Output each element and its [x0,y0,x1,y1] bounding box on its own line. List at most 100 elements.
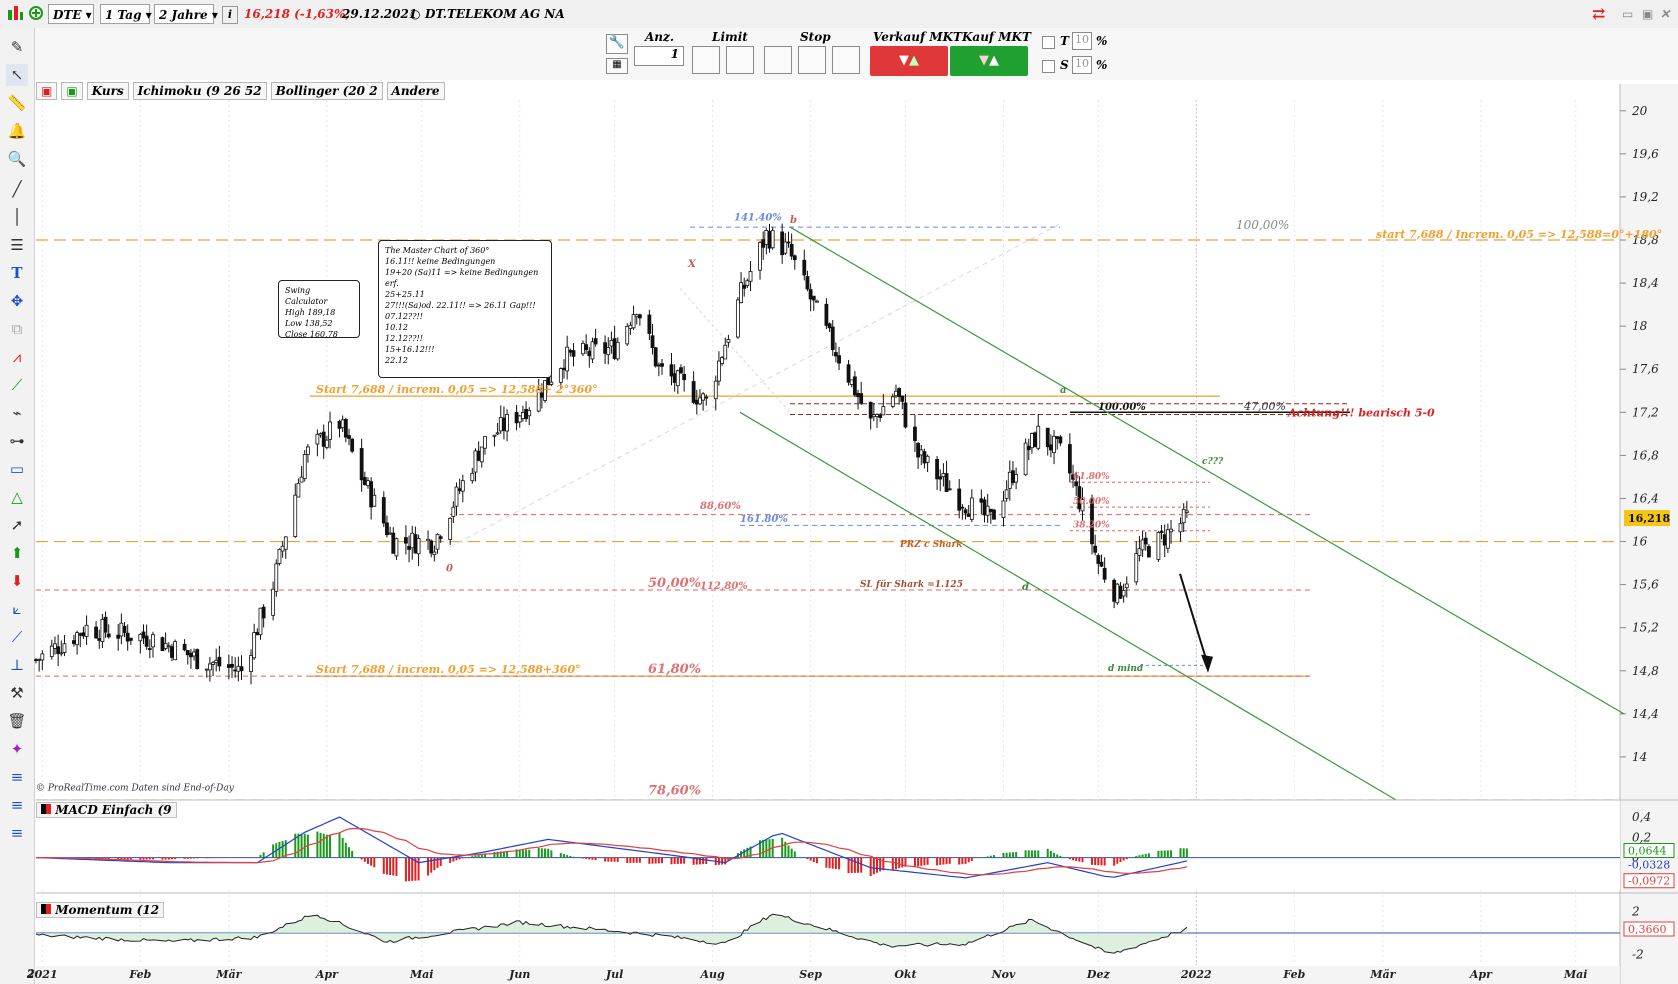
candle-body [315,434,320,445]
chart-annotation: 100.00% [1098,402,1146,413]
fibonacci-icon[interactable]: ⩘ [12,348,22,366]
s-checkbox[interactable] [1042,60,1055,73]
t-checkbox[interactable] [1042,36,1055,49]
indicator-2-icon[interactable]: ≡ [10,796,24,814]
candle-body [1140,539,1145,551]
master-chart-note[interactable]: The Master Chart of 360° 16.11!! keine B… [378,240,552,378]
legend-bollinger[interactable]: Bollinger (20 2 [270,82,383,100]
gann-line-icon[interactable]: ⟋ [11,628,23,646]
sync-icon[interactable]: ⇄ [1592,4,1606,23]
swing-calculator-note[interactable]: Swing Calculator High 189,18 Low 138,52 … [278,280,360,339]
tools-icon[interactable]: ⚒ [10,684,24,702]
triangle-icon[interactable]: △ [11,488,23,506]
close-icon[interactable]: ✕ [1660,7,1671,21]
qty-input[interactable]: 1 [634,46,684,66]
s-input[interactable]: 10 [1072,56,1092,74]
indicator-3-icon[interactable]: ≡ [10,824,24,842]
symbol-select[interactable]: DTE ▾ [48,4,94,24]
arrow-icon[interactable]: ➚ [10,516,24,534]
legend-down-icon[interactable]: ▣ [36,82,58,100]
t-input[interactable]: 10 [1072,32,1092,50]
minimize-icon[interactable]: ▭ [1622,7,1634,21]
candle-body [49,645,54,657]
y-tick-label: 2 [1631,904,1640,918]
buy-arrow-icon[interactable]: ⬆ [10,544,24,562]
vertical-line-icon[interactable]: │ [12,208,22,226]
momentum-fill [36,914,1187,954]
last-price-label: 16,218 [1628,512,1670,525]
note-line: 12.12??!! [385,334,423,343]
indicator-icon[interactable]: ≡ [10,768,24,786]
stop-buy-button[interactable] [832,46,860,74]
legend-andere[interactable]: Andere [386,82,445,100]
candle-body [1184,510,1189,513]
limit-buy-button[interactable] [726,46,754,74]
down-arrow-icon: ▼ [979,53,989,68]
bell-icon[interactable]: 🔔 [7,122,27,140]
momentum-panel-label[interactable]: Momentum (12 [36,902,165,918]
trash-icon[interactable]: 🗑 [7,712,27,730]
range-select[interactable]: 2 Jahre ▾ [154,4,218,24]
legend-kurs[interactable]: Kurs [86,82,129,100]
move-icon[interactable]: ✥ [10,292,24,310]
polyline-icon[interactable]: ⌁ [12,404,22,422]
gann-fan-icon[interactable]: ⟀ [12,600,22,618]
legend-up-icon[interactable]: ▣ [61,82,83,100]
sell-mkt-button[interactable]: ▼▲ [870,46,948,76]
info-icon[interactable]: i [222,6,238,24]
horizontal-line-icon[interactable]: ☰ [10,236,24,254]
candle-body [1169,528,1173,533]
chart-annotation: 88,60% [700,501,741,512]
trendline-icon[interactable]: ╱ [12,180,22,198]
candle-body [416,538,421,555]
open-icon[interactable] [28,4,44,24]
interval-select[interactable]: 1 Tag ▾ [100,4,152,24]
candle-body [1026,445,1031,451]
copy-icon[interactable]: ⧉ [11,320,23,338]
qty-label: Anz. [645,30,675,44]
legend-ichimoku[interactable]: Ichimoku (9 26 52 [132,82,267,100]
channel-icon[interactable]: ⟋ [11,376,23,394]
up-arrow-icon: ▲ [909,53,919,68]
candle-body [122,625,127,633]
segment-icon[interactable]: ⊶ [9,432,25,450]
zoom-icon[interactable]: 🔍 [7,150,27,168]
t-label: T [1060,34,1069,48]
keypad-icon[interactable]: ▦ [606,58,628,74]
sell-arrow-icon[interactable]: ⬇ [10,572,24,590]
limit-label: Limit [712,30,748,44]
palette-icon[interactable]: ✦ [10,740,24,758]
buy-mkt-button[interactable]: ▼▲ [950,46,1028,76]
text-icon[interactable]: T [11,264,23,282]
signal-value-tag [1623,873,1675,889]
candle-body [438,536,443,539]
chart-annotation: 61.80% [1073,472,1110,482]
stop-limit-button[interactable] [798,46,826,74]
limit-sell-button[interactable] [692,46,720,74]
macd-panel-label[interactable]: MACD Einfach (9 [36,802,177,818]
candle-body [1121,590,1126,597]
candle-body [694,399,699,405]
chart-type-icon[interactable] [6,4,24,24]
fib-time-icon[interactable]: ⊥ [9,656,25,674]
candle-body [435,534,440,550]
chart-annotation: 61,80% [648,662,701,677]
maximize-icon[interactable]: ▣ [1642,7,1654,21]
s-value: 10 [1075,57,1089,70]
up-arrow-icon: ▲ [989,53,999,68]
candle-body [119,622,124,637]
candle-body [192,651,196,657]
interval-value: 1 Tag [105,8,142,22]
quote-date: 29.12.2021 [342,7,418,21]
wrench-icon[interactable]: 🔧 [606,34,628,54]
stop-sell-button[interactable] [764,46,792,74]
rectangle-icon[interactable]: ▭ [9,460,25,478]
candle-body [1080,499,1085,512]
candle-body [381,497,386,524]
cursor-icon[interactable]: ↖ [6,64,28,86]
y-tick-label: 15,2 [1632,621,1659,635]
candle-body [963,509,968,514]
ruler-icon[interactable]: 📏 [7,94,27,112]
pencil-icon[interactable]: ✎ [10,38,24,56]
